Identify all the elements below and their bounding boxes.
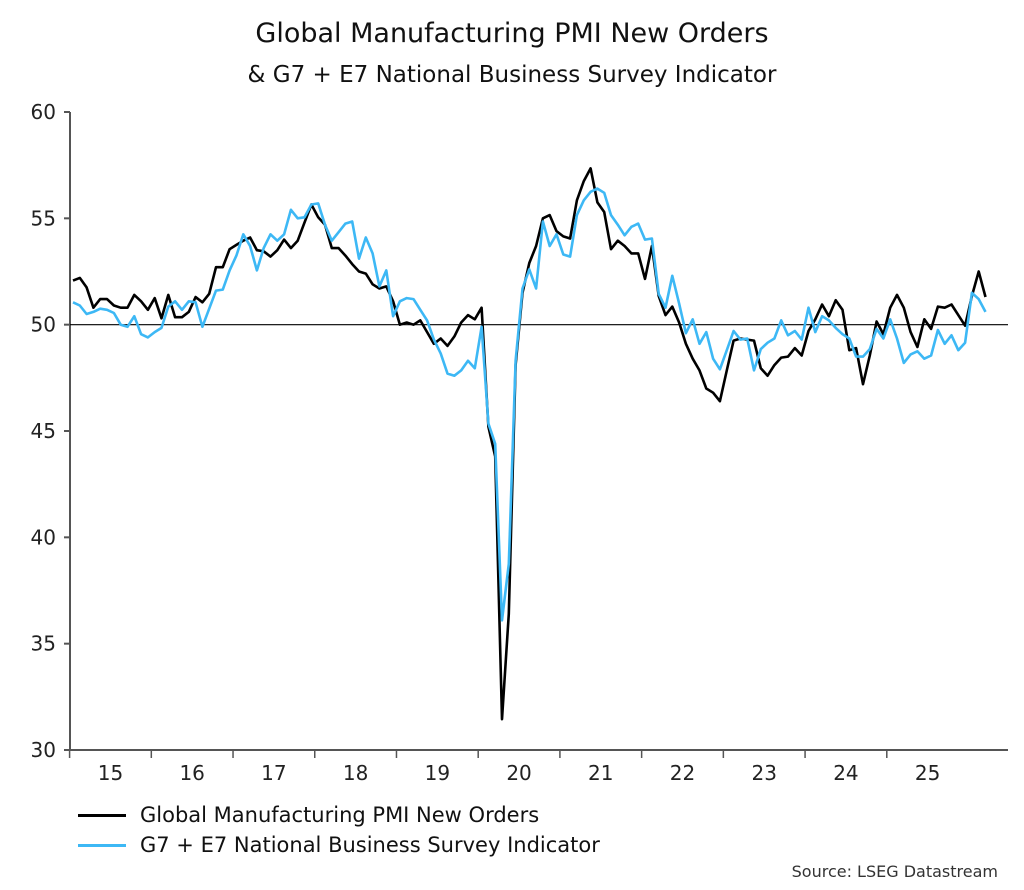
x-tick-label: 15 [98, 761, 123, 785]
y-tick-label: 40 [31, 525, 56, 549]
y-tick-label: 45 [31, 419, 56, 443]
series-line-survey-indicator [72, 187, 987, 622]
y-tick-label: 60 [31, 100, 56, 124]
x-tick-label: 16 [179, 761, 204, 785]
series-line-pmi-new-orders [72, 167, 987, 721]
x-tick-label: 19 [425, 761, 450, 785]
legend-item-survey: G7 + E7 National Business Survey Indicat… [78, 830, 600, 860]
x-tick-label: 25 [915, 761, 940, 785]
chart-title: Global Manufacturing PMI New Orders [255, 18, 769, 49]
legend-swatch-survey [78, 843, 126, 847]
y-tick-label: 50 [31, 313, 56, 337]
y-tick-label: 35 [31, 632, 56, 656]
x-tick-label: 24 [833, 761, 858, 785]
source-note: Source: LSEG Datastream [791, 862, 998, 881]
x-tick-label: 22 [670, 761, 695, 785]
legend-label-pmi: Global Manufacturing PMI New Orders [140, 803, 540, 827]
legend: Global Manufacturing PMI New Orders G7 +… [78, 800, 600, 860]
legend-item-pmi: Global Manufacturing PMI New Orders [78, 800, 600, 830]
y-tick-label: 55 [31, 206, 56, 230]
legend-swatch-pmi [78, 813, 126, 817]
legend-label-survey: G7 + E7 National Business Survey Indicat… [140, 833, 600, 857]
chart-subtitle: & G7 + E7 National Business Survey Indic… [247, 62, 777, 88]
y-tick-label: 30 [31, 738, 56, 762]
x-tick-label: 17 [261, 761, 286, 785]
x-tick-label: 20 [506, 761, 531, 785]
x-tick-label: 23 [751, 761, 776, 785]
x-tick-label: 18 [343, 761, 368, 785]
x-tick-label: 21 [588, 761, 613, 785]
